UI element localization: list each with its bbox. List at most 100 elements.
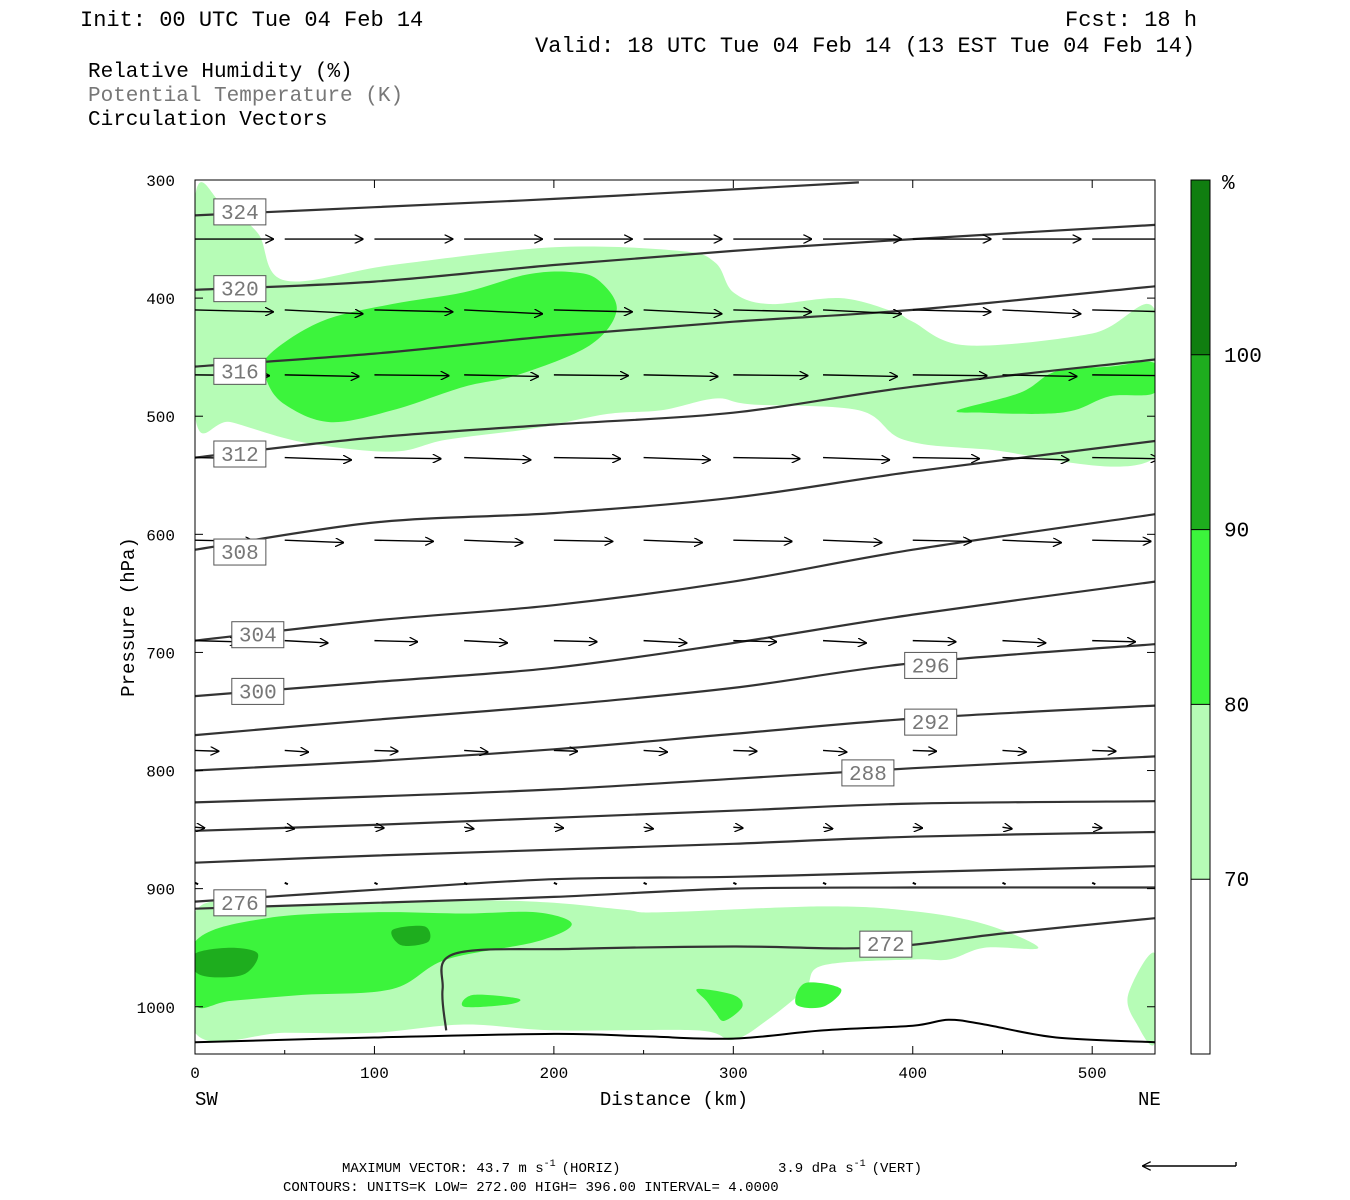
vector-arrow: [195, 641, 238, 642]
vector-arrow: [195, 750, 218, 751]
contour-label-324: 324: [221, 203, 259, 226]
vector-arrow: [1092, 458, 1155, 459]
contour-label-layer: 324 320 316 312 308 304 300 296 292 288 276 272: [213, 198, 958, 958]
rh-region-90-10: [391, 925, 431, 947]
y-tick-label: 600: [146, 527, 175, 545]
theta-contour-280: [195, 830, 1155, 864]
theta-contour-300: [195, 580, 1155, 698]
contour-label-box-272: [859, 930, 913, 958]
x-tick-label: 500: [1078, 1065, 1107, 1083]
footer-max-vector: MAXIMUM VECTOR: 43.7 m s-1 (HORIZ): [342, 1159, 620, 1177]
contour-label-box-320: [213, 275, 267, 303]
vector-arrow: [463, 881, 468, 886]
contour-label-292: 292: [912, 713, 950, 736]
contour-label-box-300: [231, 677, 285, 705]
vector-arrow: [643, 458, 710, 460]
colorbar-unit: %: [1222, 173, 1235, 196]
y-tick-label: 700: [146, 645, 175, 663]
vector-arrow: [284, 641, 328, 643]
vector-arrow: [733, 750, 756, 751]
vector-arrow: [374, 827, 383, 828]
vector-arrow: [912, 827, 922, 828]
rh-region-90-9: [195, 947, 259, 978]
contour-label-box-292: [904, 708, 958, 736]
vector-arrow: [643, 750, 667, 752]
surface-line: [195, 1018, 1155, 1044]
theta-contour-272: [195, 886, 1155, 910]
colorbar: 100 90 80 70: [1190, 179, 1262, 1055]
theta-contour-320: [195, 223, 1155, 291]
vector-arrow: [1002, 458, 1068, 460]
vector-arrow: [823, 458, 889, 460]
vector-arrow: [643, 375, 718, 377]
rh-region-80-4: [195, 911, 572, 1009]
field-theta-title: Potential Temperature (K): [88, 85, 403, 108]
y-tick-label: 500: [146, 409, 175, 427]
vector-arrow: [464, 375, 538, 377]
footer-contours: CONTOURS: UNITS=K LOW= 272.00 HIGH= 396.…: [283, 1180, 779, 1196]
vector-arrow: [823, 310, 901, 314]
theta-contour-324: [195, 181, 859, 217]
vector-arrow: [912, 540, 972, 541]
colorbar-segment: [1191, 180, 1210, 355]
vector-arrow: [284, 881, 289, 886]
vector-arrow: [553, 375, 628, 376]
vector-arrow: [1002, 827, 1011, 829]
theta-contour-276: [195, 865, 1155, 903]
vector-arrow: [1092, 827, 1101, 828]
vector-arrow: [374, 750, 397, 751]
contour-label-box-288: [841, 759, 895, 787]
vector-arrow: [1002, 881, 1007, 886]
vector-arrow: [823, 375, 897, 377]
vector-arrow: [284, 540, 344, 542]
vector-arrow: [464, 641, 507, 643]
vector-arrow: [553, 827, 563, 828]
vector-arrow: [823, 540, 882, 542]
vector-arrow: [912, 458, 979, 459]
vector-arrow: [912, 641, 956, 642]
vector-arrow: [553, 458, 620, 459]
plot-frame: [194, 179, 1156, 1055]
vector-arrow: [733, 375, 807, 376]
x-tick-label: 400: [898, 1065, 927, 1083]
colorbar-label-100: 100: [1224, 346, 1262, 369]
vector-arrow: [464, 310, 542, 314]
vector-arrow: [553, 310, 632, 312]
vector-arrow: [553, 750, 577, 751]
vector-arrow: [643, 881, 648, 886]
theta-contour-296: [195, 643, 1155, 737]
vector-arrow: [195, 881, 199, 886]
vector-arrow: [1002, 375, 1076, 377]
vector-arrow: [1002, 641, 1045, 643]
theta-contour-layer: [195, 181, 1155, 1044]
contour-label-box-312: [213, 440, 267, 468]
vector-arrow: [374, 375, 448, 376]
contour-label-box-316: [213, 357, 267, 385]
vector-arrow: [912, 310, 991, 312]
vector-arrow: [553, 540, 613, 541]
vector-arrow: [912, 881, 917, 886]
contour-label-300: 300: [239, 682, 277, 705]
contour-label-box-276: [213, 889, 267, 917]
axis-ticks: 0 100 200 300 400 500 300 400 500 600 700 800 900 100…: [137, 173, 1155, 1083]
x-tick-label: 200: [539, 1065, 568, 1083]
y-axis-label: Pressure (hPa): [118, 537, 140, 697]
vector-arrow: [374, 641, 417, 642]
colorbar-label-70: 70: [1224, 870, 1249, 893]
contour-label-312: 312: [221, 445, 259, 468]
vector-arrow: [195, 310, 273, 312]
x-axis-label: Distance (km): [600, 1089, 748, 1111]
vector-arrow: [374, 458, 440, 459]
colorbar-segment: [1191, 529, 1210, 705]
vector-arrow: [1002, 540, 1061, 542]
contour-label-box-308: [213, 538, 267, 566]
rh-region-80-7: [461, 994, 521, 1008]
x-tick-label: 100: [360, 1065, 389, 1083]
vector-arrow: [822, 827, 832, 829]
end-label-ne: NE: [1138, 1089, 1161, 1111]
colorbar-segment: [1191, 354, 1210, 530]
valid-time: Valid: 18 UTC Tue 04 Feb 14 (13 EST Tue …: [535, 34, 1195, 59]
rh-region-70-2: [1127, 952, 1155, 1046]
vector-arrow: [912, 375, 987, 376]
